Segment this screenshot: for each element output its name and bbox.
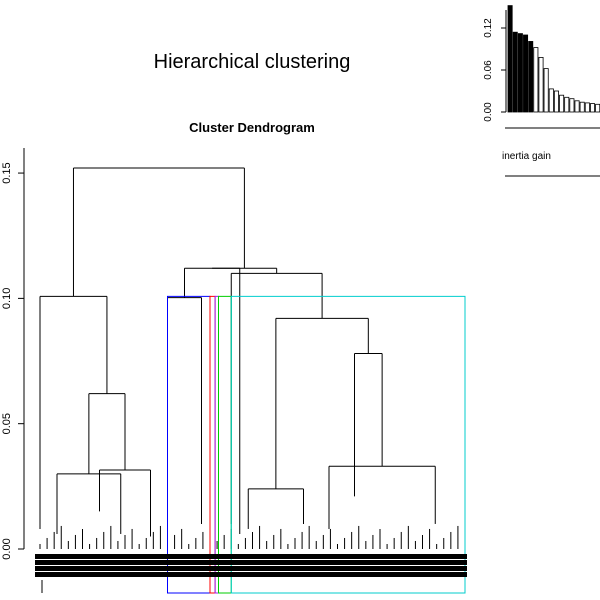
inertia-bar (507, 5, 513, 113)
cluster-rectangle (209, 295, 216, 594)
y-tick-label: 0.10 (1, 288, 13, 309)
inertia-bar (595, 103, 600, 113)
inertia-bar (584, 102, 590, 113)
inset-tick-label: 0.00 (483, 102, 494, 122)
dendrogram-title: Cluster Dendrogram (189, 120, 315, 135)
cluster-rectangle (230, 295, 466, 594)
inset-tick-label: 0.12 (483, 18, 494, 38)
inertia-bar (569, 98, 575, 113)
cluster-cut-rectangles (167, 295, 466, 594)
leaf-label-row (35, 554, 467, 559)
y-tick-label: 0.15 (1, 162, 13, 183)
inertia-bar (590, 103, 596, 113)
figure-title: Hierarchical clustering (154, 51, 351, 73)
inertia-bar (564, 96, 570, 113)
inertia-bar (559, 94, 565, 113)
leaf-label-row (35, 566, 467, 571)
inertia-bar (523, 34, 529, 113)
inertia-bar (538, 57, 544, 113)
leaf-label-row (35, 560, 467, 565)
inertia-bar (512, 31, 518, 113)
inertia-bar (574, 100, 580, 113)
dendrogram-y-axis: 0.00 0.05 0.10 0.15 (1, 148, 25, 560)
inertia-bar (543, 68, 549, 113)
inertia-gain-inset: 0.00 0.06 0.12 inertia gain (483, 5, 600, 177)
inertia-bar (528, 41, 534, 113)
leaf-label-row (35, 572, 467, 577)
cluster-rectangle (218, 295, 232, 594)
leaf-label-band (35, 554, 467, 593)
inertia-bar (553, 90, 559, 113)
inertia-bar (579, 101, 585, 113)
y-tick-label: 0.00 (1, 538, 13, 559)
inertia-bar (517, 33, 523, 113)
inset-x-label: inertia gain (502, 151, 551, 162)
dendrogram-tree (39, 167, 459, 549)
inset-tick-label: 0.06 (483, 60, 494, 80)
inertia-bar (533, 47, 539, 113)
inertia-bar (548, 88, 554, 113)
y-tick-label: 0.05 (1, 413, 13, 434)
